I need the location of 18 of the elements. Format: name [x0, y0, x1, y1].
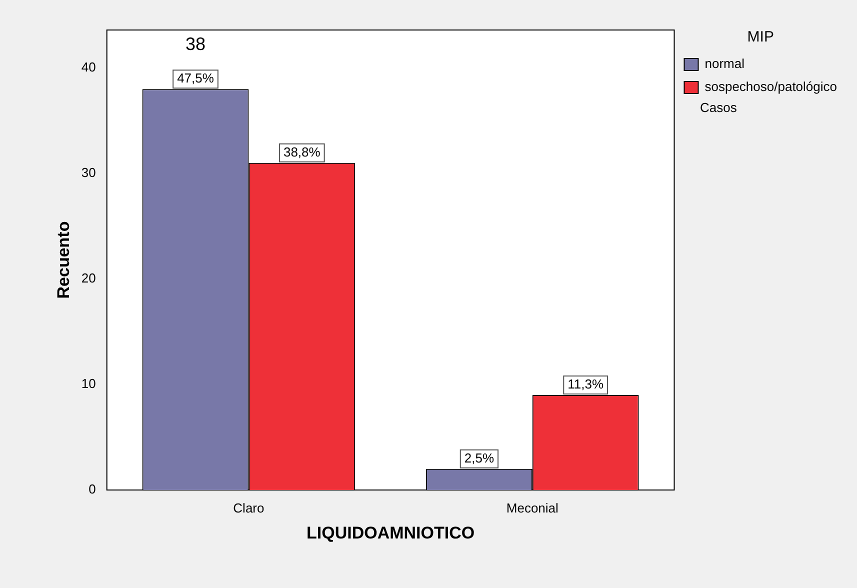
text: Casos — [700, 100, 737, 115]
y-tick-label: 10 — [81, 376, 96, 392]
legend-title: MIP — [747, 28, 774, 46]
y-tick-label: 20 — [81, 270, 96, 286]
y-tick-label: 40 — [81, 60, 96, 75]
x-tick-label: Meconial — [506, 500, 559, 516]
annotation: 47,5% — [177, 70, 214, 86]
x-axis-title: LIQUIDOAMNIOTICO — [306, 523, 475, 542]
annotation: 38,8% — [283, 144, 321, 160]
legend-label: sospechoso/patológico — [704, 79, 838, 94]
x-tick-label: Claro — [233, 500, 264, 516]
y-tick-label: 0 — [88, 482, 96, 497]
annotation: 11,3% — [568, 376, 604, 392]
y-axis-title: Recuento — [54, 221, 73, 299]
annotation: 38 — [185, 34, 206, 54]
annotation: 2,5% — [464, 450, 494, 466]
y-tick-label: 30 — [81, 165, 96, 180]
legend-label: normal — [704, 56, 745, 72]
